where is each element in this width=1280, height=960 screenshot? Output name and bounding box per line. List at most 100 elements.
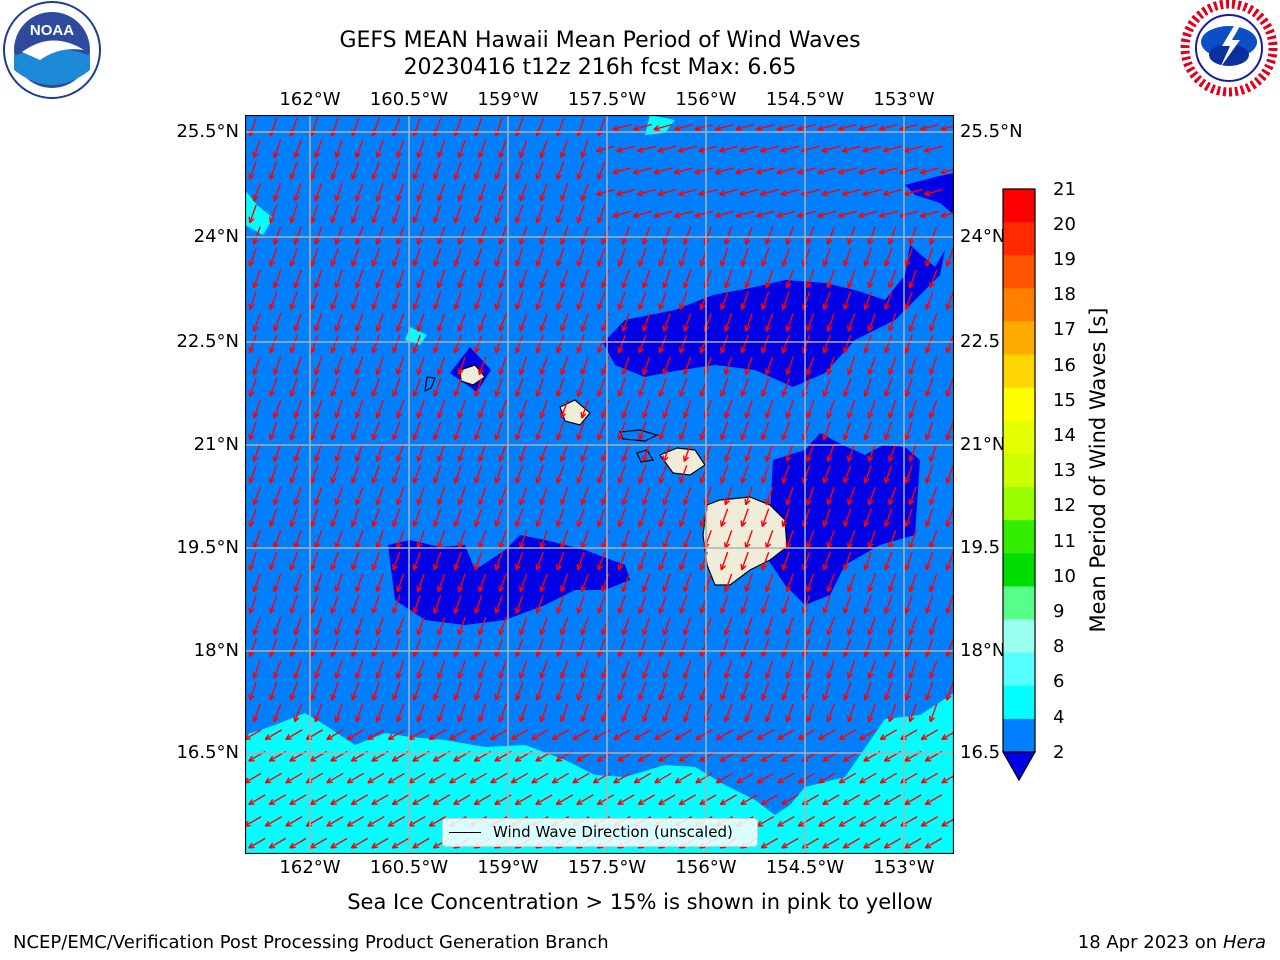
wind-wave-arrow [909, 313, 917, 332]
wind-wave-arrow-head [273, 369, 279, 376]
wind-wave-arrow-head [396, 151, 398, 158]
wind-wave-arrow [335, 182, 343, 202]
wind-wave-arrow-head [314, 194, 316, 202]
wind-wave-arrow [659, 682, 667, 701]
wind-wave-arrow-head [674, 128, 681, 132]
wind-wave-arrow-head [515, 563, 517, 570]
wind-wave-arrow-head [929, 369, 935, 376]
wind-wave-arrow [454, 551, 462, 571]
wind-wave-arrow-head [294, 152, 300, 159]
wind-wave-arrow [858, 210, 878, 217]
wind-wave-arrow-head [289, 803, 296, 806]
wind-wave-arrow-head [310, 391, 316, 397]
wind-wave-arrow-head [314, 281, 316, 288]
wind-wave-arrow [515, 204, 524, 223]
wind-wave-arrow [663, 443, 671, 462]
wind-wave-arrow-head [617, 433, 620, 440]
wind-wave-arrow-head [822, 260, 825, 267]
wind-wave-arrow [741, 508, 749, 527]
wind-wave-arrow-head [839, 781, 846, 784]
colorbar-tick: 16 [1053, 355, 1076, 376]
wind-wave-arrow-head [314, 585, 316, 592]
wind-wave-arrow [519, 313, 528, 332]
wind-wave-arrow-head [596, 755, 602, 762]
lon-label-bottom: 153°W [873, 857, 935, 878]
wind-wave-arrow [739, 188, 759, 196]
wind-wave-arrow-head [580, 672, 583, 679]
wind-wave-arrow-head [945, 260, 948, 267]
wind-wave-arrow-head [269, 173, 271, 180]
wind-wave-arrow [536, 161, 544, 180]
wind-wave-arrow-head [925, 563, 927, 570]
wind-wave-arrow-head [474, 521, 480, 527]
wind-wave-arrow-head [536, 695, 542, 701]
wind-wave-arrow-head [355, 411, 357, 419]
wind-wave-arrow [827, 226, 835, 245]
wind-wave-arrow-head [577, 478, 583, 484]
wind-wave-arrow [387, 815, 406, 827]
wind-wave-arrow-head [498, 368, 501, 375]
wind-wave-arrow-head [539, 194, 542, 202]
wind-wave-arrow-head [494, 390, 497, 397]
wind-wave-arrow-head [638, 303, 640, 310]
wind-wave-arrow [724, 703, 733, 723]
wind-wave-arrow [556, 248, 565, 267]
wind-wave-arrow-head [556, 346, 558, 353]
wind-wave-arrow [478, 573, 487, 592]
wind-wave-arrow [310, 595, 319, 614]
wind-wave-arrow [454, 682, 462, 701]
wind-wave-arrow-head [290, 652, 296, 658]
wind-wave-arrow-head [331, 174, 337, 180]
wind-wave-arrow-head [601, 283, 607, 289]
wind-wave-arrow-head [821, 146, 827, 152]
wind-wave-arrow-head [741, 304, 747, 310]
wind-wave-arrow [433, 161, 442, 180]
colorbar-tick: 21 [1053, 179, 1076, 200]
wind-wave-arrow-head [662, 325, 665, 332]
wind-wave-arrow-head [663, 717, 669, 723]
wind-wave-arrow-head [454, 521, 460, 527]
wind-wave-arrow-head [662, 368, 665, 375]
wind-wave-arrow [823, 465, 831, 484]
wind-wave-arrow-head [273, 715, 275, 722]
wind-wave-arrow [273, 486, 282, 506]
wind-wave-arrow [679, 551, 688, 571]
wind-wave-arrow-head [637, 193, 644, 197]
wind-wave-arrow [909, 226, 917, 245]
wind-wave-arrow-head [925, 520, 927, 527]
wind-wave-arrow-head [412, 799, 417, 805]
colorbar-tick: 12 [1053, 495, 1076, 516]
wind-wave-arrow-head [560, 586, 566, 593]
wind-wave-arrow-head [703, 715, 706, 722]
wind-wave-arrow-head [945, 390, 948, 397]
wind-wave-arrow [868, 660, 876, 679]
wind-wave-arrow-head [555, 799, 561, 805]
wind-wave-arrow-head [888, 239, 894, 245]
wind-wave-arrow-head [457, 715, 460, 722]
wind-wave-arrow-head [822, 694, 825, 701]
wind-wave-arrow-head [694, 211, 700, 217]
wind-wave-arrow-head [683, 498, 685, 505]
wind-wave-arrow-head [765, 411, 767, 419]
wind-wave-arrow [761, 378, 770, 397]
wind-wave-arrow-head [581, 413, 587, 419]
lon-label-top: 160.5°W [369, 89, 449, 110]
wind-wave-arrow-head [720, 520, 722, 527]
wind-wave-arrow-head [867, 715, 870, 722]
wind-wave-arrow-head [847, 586, 853, 593]
wind-wave-arrow [616, 145, 636, 152]
wind-wave-arrow-head [859, 777, 864, 784]
wind-wave-arrow [888, 313, 897, 332]
wind-wave-arrow [249, 161, 257, 180]
wind-wave-arrow-head [642, 368, 644, 375]
wind-wave-arrow [474, 595, 483, 614]
colorbar-tick: 17 [1053, 319, 1076, 340]
wind-wave-arrow-head [560, 413, 566, 419]
wind-wave-arrow-head [613, 781, 620, 784]
wind-wave-arrow-head [677, 190, 684, 196]
wind-wave-arrow [864, 508, 872, 527]
wind-wave-arrow [474, 682, 483, 701]
wind-wave-arrow-head [478, 456, 484, 462]
wind-wave-arrow [884, 638, 893, 657]
wind-wave-arrow-head [551, 777, 557, 784]
